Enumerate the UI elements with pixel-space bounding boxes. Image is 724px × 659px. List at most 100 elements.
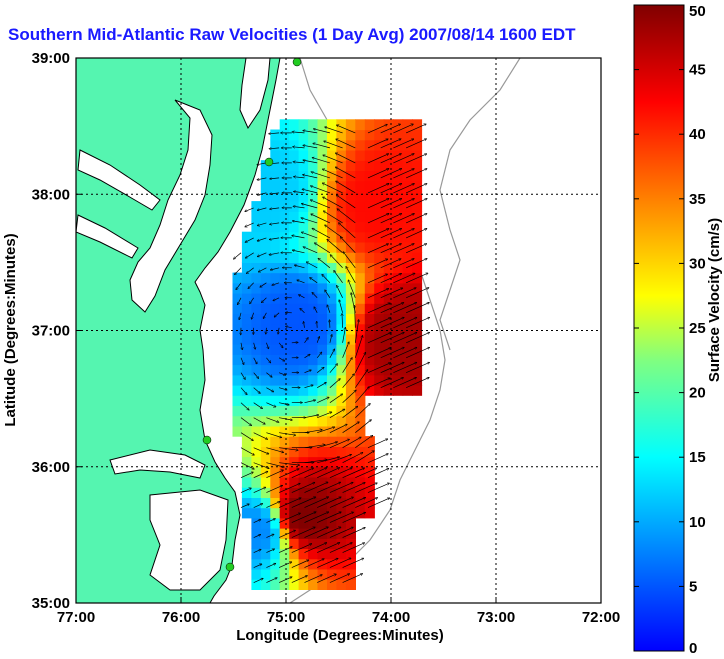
velocity-cell xyxy=(289,579,300,590)
velocity-cell xyxy=(345,415,356,427)
chesapeake-bay xyxy=(129,99,213,313)
velocity-cell xyxy=(279,303,290,314)
current-vector xyxy=(257,222,267,226)
current-vector xyxy=(393,154,414,164)
velocity-cell xyxy=(336,119,347,131)
velocity-cell xyxy=(308,252,319,263)
current-vector xyxy=(405,259,427,269)
velocity-cell xyxy=(336,252,347,263)
velocity-cell xyxy=(241,303,252,314)
current-vector xyxy=(240,488,251,493)
current-vector xyxy=(279,447,298,451)
current-vector xyxy=(253,372,259,379)
velocity-cell xyxy=(345,405,356,417)
current-vector xyxy=(329,558,351,568)
velocity-cell xyxy=(279,119,290,131)
velocity-cell xyxy=(260,221,271,233)
velocity-cell xyxy=(393,303,404,314)
velocity-cell xyxy=(317,262,328,274)
velocity-cell xyxy=(336,129,347,141)
velocity-cell xyxy=(289,231,300,243)
velocity-cell xyxy=(336,487,347,498)
velocity-cell xyxy=(270,313,281,325)
current-vector xyxy=(292,132,305,133)
velocity-cell xyxy=(355,170,366,182)
current-vector xyxy=(329,409,345,419)
velocity-cell xyxy=(345,395,356,406)
current-vector xyxy=(329,497,353,508)
velocity-cell xyxy=(232,405,243,417)
velocity-cell xyxy=(383,262,394,274)
velocity-cell xyxy=(298,119,309,131)
velocity-cell xyxy=(308,354,319,366)
velocity-cell xyxy=(289,129,300,141)
y-tick-label: 35:00 xyxy=(32,595,70,612)
current-vector xyxy=(294,192,305,194)
velocity-cell xyxy=(308,436,319,447)
current-vector xyxy=(393,214,414,224)
velocity-cell xyxy=(260,211,271,223)
velocity-cell xyxy=(327,252,338,263)
velocity-cell xyxy=(317,425,328,437)
velocity-cell xyxy=(279,180,290,192)
current-vector xyxy=(393,362,416,374)
velocity-cell xyxy=(251,262,262,274)
current-vector xyxy=(393,229,414,239)
current-vector xyxy=(340,237,356,254)
velocity-cell xyxy=(298,364,309,376)
velocity-cell xyxy=(402,139,413,151)
velocity-cell xyxy=(402,190,413,202)
velocity-cell xyxy=(383,385,394,396)
velocity-cell xyxy=(308,241,319,253)
velocity-cell xyxy=(251,282,262,294)
velocity-cell xyxy=(260,354,271,366)
velocity-cell xyxy=(308,538,319,550)
current-vector xyxy=(286,326,292,328)
velocity-cell xyxy=(251,364,262,376)
colorbar-tick-label: 30 xyxy=(689,255,706,272)
velocity-cell xyxy=(270,374,281,386)
velocity-cell xyxy=(393,160,404,171)
velocity-cell xyxy=(345,262,356,274)
current-vector xyxy=(303,175,318,179)
velocity-cell xyxy=(260,160,271,171)
velocity-cell xyxy=(336,354,347,366)
velocity-cell xyxy=(374,150,385,161)
velocity-cell xyxy=(308,231,319,243)
colorbar-ticks: 0 5 10 15 20 25 30 35 40 45 50 xyxy=(634,3,706,657)
current-vector xyxy=(245,222,254,227)
velocity-cell xyxy=(336,456,347,468)
velocity-cell xyxy=(345,466,356,478)
current-vector xyxy=(253,417,265,424)
velocity-cell xyxy=(289,160,300,171)
current-vector xyxy=(301,218,318,224)
velocity-cell xyxy=(412,262,423,274)
velocity-cell xyxy=(317,160,328,171)
velocity-cell xyxy=(270,436,281,447)
velocity-cell xyxy=(251,568,262,580)
velocity-cell xyxy=(364,313,375,325)
current-vector xyxy=(324,141,343,149)
velocity-cell xyxy=(336,150,347,161)
current-vector xyxy=(323,197,343,209)
velocity-cell xyxy=(251,313,262,325)
current-vector xyxy=(337,125,356,134)
velocity-cell xyxy=(251,303,262,314)
velocity-cell xyxy=(251,477,262,488)
velocity-cell xyxy=(393,313,404,325)
velocity-cell xyxy=(393,354,404,366)
current-vector xyxy=(248,282,254,289)
current-vector xyxy=(291,560,309,568)
velocity-cell xyxy=(336,507,347,519)
current-vector xyxy=(336,139,356,149)
colorbar-tick-label: 20 xyxy=(689,385,706,402)
velocity-cell xyxy=(251,344,262,355)
velocity-cell xyxy=(298,385,309,396)
velocity-cell xyxy=(345,425,356,437)
velocity-cell xyxy=(336,333,347,345)
velocity-cell xyxy=(327,170,338,182)
y-tick-label: 36:00 xyxy=(32,459,70,476)
velocity-cell xyxy=(336,272,347,284)
current-vector xyxy=(266,485,282,493)
current-vector xyxy=(238,297,242,305)
